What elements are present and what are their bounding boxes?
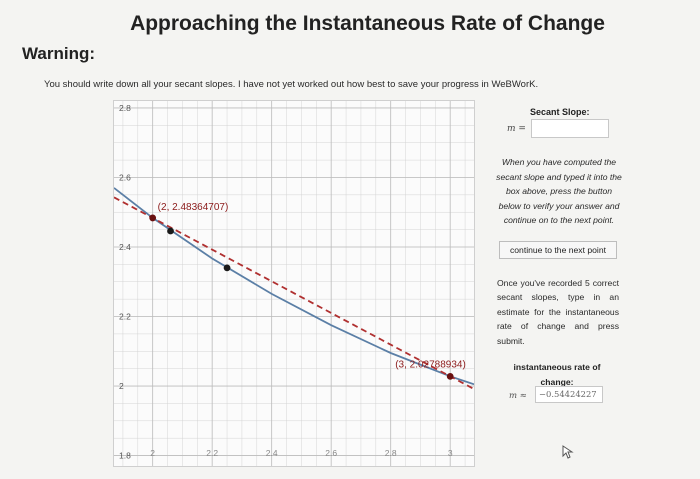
function-curve (114, 187, 474, 386)
labeled-point (149, 214, 157, 222)
point-label: (2, 2.48364707) (158, 202, 229, 213)
secant-line (114, 196, 474, 390)
x-tick-label: 2.8 (385, 448, 397, 458)
secant-slope-label: Secant Slope: (530, 107, 590, 117)
y-tick-label: 1.8 (119, 451, 131, 461)
labeled-point (446, 372, 454, 380)
point-label: (3, 2.02788934) (395, 359, 466, 370)
y-tick-label: 2 (119, 381, 124, 391)
secant-point (223, 264, 231, 272)
warning-text: You should write down all your secant sl… (44, 79, 539, 90)
x-tick-label: 3 (448, 448, 453, 458)
secant-point (167, 227, 174, 235)
instructions-text: When you have computed the secant slope … (496, 157, 622, 226)
instantaneous-rate-input[interactable]: −0.54424227 (535, 386, 603, 403)
secant-slope-input[interactable] (531, 119, 609, 138)
continue-next-point-button[interactable]: continue to the next point (499, 241, 617, 259)
graph-canvas: 2.8 2.6 2.4 2.2 2 1.8 2 2.2 2.4 2.6 2.8 3 (2, 2.4836… (114, 101, 474, 466)
x-tick-label: 2.6 (325, 448, 337, 458)
y-tick-label: 2.4 (119, 242, 131, 252)
y-tick-label: 2.2 (119, 312, 131, 322)
x-tick-label: 2.4 (266, 448, 278, 458)
warning-heading: Warning: (22, 44, 96, 63)
m-approx-label: m ≈ (509, 391, 527, 401)
y-tick-label: 2.6 (119, 172, 131, 182)
page-title: Approaching the Instantaneous Rate of Ch… (130, 12, 605, 35)
mouse-pointer-icon (562, 445, 574, 459)
x-tick-label: 2.2 (206, 448, 218, 458)
m-equals-label: m = (507, 124, 526, 134)
instantaneous-rate-label: instantaneous rate of change: (513, 362, 601, 387)
secant-graph: 2.8 2.6 2.4 2.2 2 1.8 2 2.2 2.4 2.6 2.8 3 (2, 2.4836… (113, 100, 475, 467)
submit-instructions-text: Once you've recorded 5 correct secant sl… (497, 278, 619, 346)
x-tick-label: 2 (150, 448, 155, 458)
y-tick-label: 2.8 (119, 103, 131, 113)
